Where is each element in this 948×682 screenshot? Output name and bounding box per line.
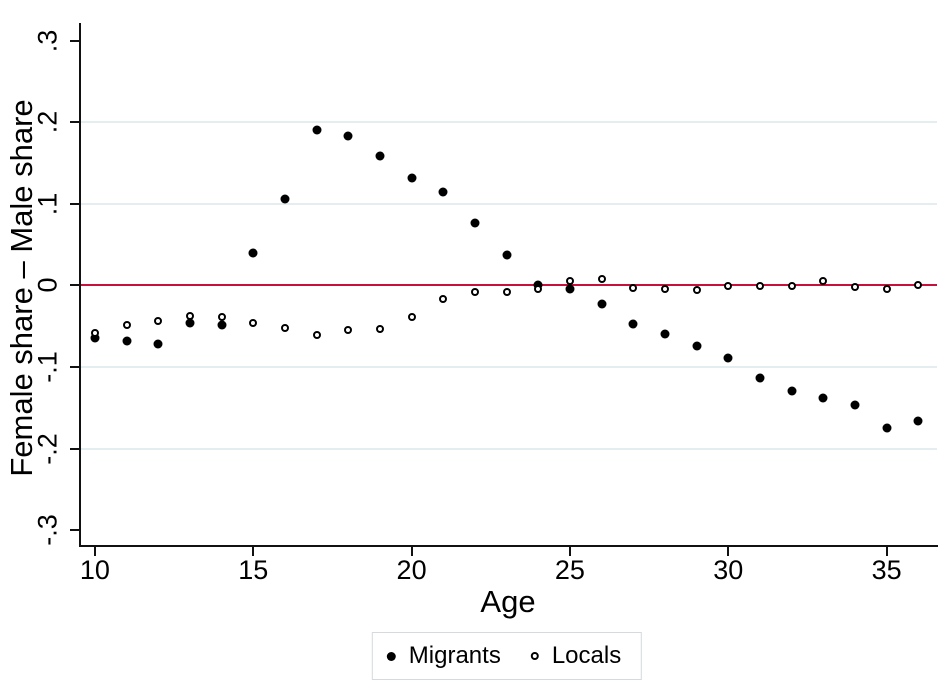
hollow-circle-icon [530, 652, 539, 660]
point-locals-age-35 [882, 285, 891, 294]
y-tick--0.2 [70, 447, 79, 450]
point-migrants-age-16 [280, 194, 290, 204]
point-locals-age-17 [312, 331, 321, 340]
filled-circle-icon [386, 651, 396, 661]
point-migrants-age-27 [628, 319, 638, 329]
point-locals-age-26 [597, 274, 606, 283]
y-tick-0.1 [70, 202, 79, 205]
gridline-y--0.2 [80, 447, 937, 450]
plot-area [80, 23, 937, 547]
x-tick-35 [885, 547, 888, 556]
point-migrants-age-23 [502, 250, 512, 260]
legend-label-migrants: Migrants [408, 642, 501, 669]
point-locals-age-28 [660, 285, 669, 294]
x-axis-title: Age [480, 584, 536, 619]
point-migrants-age-21 [438, 187, 448, 197]
point-migrants-age-20 [407, 173, 417, 183]
point-migrants-age-11 [122, 336, 132, 346]
gridline-y-0.1 [80, 202, 937, 205]
point-locals-age-29 [692, 286, 701, 295]
point-migrants-age-13 [185, 318, 195, 328]
point-migrants-age-36 [913, 416, 923, 426]
x-tick-label-20: 20 [396, 555, 427, 585]
point-locals-age-10 [90, 328, 99, 337]
point-locals-age-34 [850, 283, 859, 292]
point-locals-age-27 [629, 283, 638, 292]
legend-entry-migrants: Migrants [386, 642, 501, 669]
x-tick-30 [727, 547, 730, 556]
zero-reference-line [80, 284, 937, 287]
x-tick-label-35: 35 [871, 555, 902, 585]
point-locals-age-19 [375, 324, 384, 333]
point-migrants-age-33 [818, 393, 828, 403]
point-locals-age-13 [185, 311, 194, 320]
point-locals-age-15 [249, 318, 258, 327]
point-locals-age-18 [344, 326, 353, 335]
point-locals-age-11 [122, 321, 131, 330]
y-tick-0.3 [70, 39, 79, 42]
point-migrants-age-26 [597, 299, 607, 309]
x-tick-20 [410, 547, 413, 556]
point-locals-age-14 [217, 313, 226, 322]
x-tick-10 [93, 547, 96, 556]
legend-label-locals: Locals [551, 642, 622, 669]
point-migrants-age-28 [660, 329, 670, 339]
point-locals-age-24 [534, 284, 543, 293]
x-tick-label-30: 30 [713, 555, 744, 585]
point-migrants-age-14 [217, 320, 227, 330]
point-migrants-age-12 [153, 339, 163, 349]
point-migrants-age-31 [755, 373, 765, 383]
x-tick-label-25: 25 [554, 555, 585, 585]
x-tick-label-15: 15 [238, 555, 269, 585]
point-locals-age-21 [439, 295, 448, 304]
point-locals-age-16 [280, 323, 289, 332]
point-locals-age-22 [470, 287, 479, 296]
y-tick--0.3 [70, 529, 79, 532]
y-tick-0 [70, 284, 79, 287]
legend: Migrants Locals [371, 632, 643, 680]
y-axis-line [79, 23, 81, 547]
point-migrants-age-22 [470, 218, 480, 228]
y-tick-label--0.3: -.3 [32, 514, 63, 547]
y-axis-title: Female share – Male share [4, 99, 39, 477]
point-migrants-age-18 [343, 131, 353, 141]
point-migrants-age-29 [692, 341, 702, 351]
point-migrants-age-30 [723, 353, 733, 363]
x-tick-label-10: 10 [79, 555, 110, 585]
point-migrants-age-15 [248, 248, 258, 258]
gridline-y--0.1 [80, 366, 937, 369]
point-locals-age-25 [565, 277, 574, 286]
point-migrants-age-25 [565, 284, 575, 294]
point-locals-age-36 [914, 280, 923, 289]
point-migrants-age-34 [850, 400, 860, 410]
point-locals-age-20 [407, 313, 416, 322]
point-locals-age-32 [787, 282, 796, 291]
point-locals-age-31 [755, 282, 764, 291]
point-migrants-age-19 [375, 151, 385, 161]
point-locals-age-33 [819, 277, 828, 286]
point-locals-age-30 [724, 282, 733, 291]
x-tick-15 [252, 547, 255, 556]
x-axis-line [79, 545, 938, 547]
y-tick-0.2 [70, 121, 79, 124]
y-tick-label-0.3: .3 [32, 29, 63, 52]
point-migrants-age-10 [90, 333, 100, 343]
point-migrants-age-32 [787, 386, 797, 396]
point-locals-age-23 [502, 287, 511, 296]
gridline-y-0.2 [80, 121, 937, 124]
x-tick-25 [568, 547, 571, 556]
point-migrants-age-35 [882, 423, 892, 433]
point-migrants-age-17 [312, 125, 322, 135]
point-locals-age-12 [154, 316, 163, 325]
y-tick--0.1 [70, 366, 79, 369]
legend-entry-locals: Locals [530, 642, 622, 669]
